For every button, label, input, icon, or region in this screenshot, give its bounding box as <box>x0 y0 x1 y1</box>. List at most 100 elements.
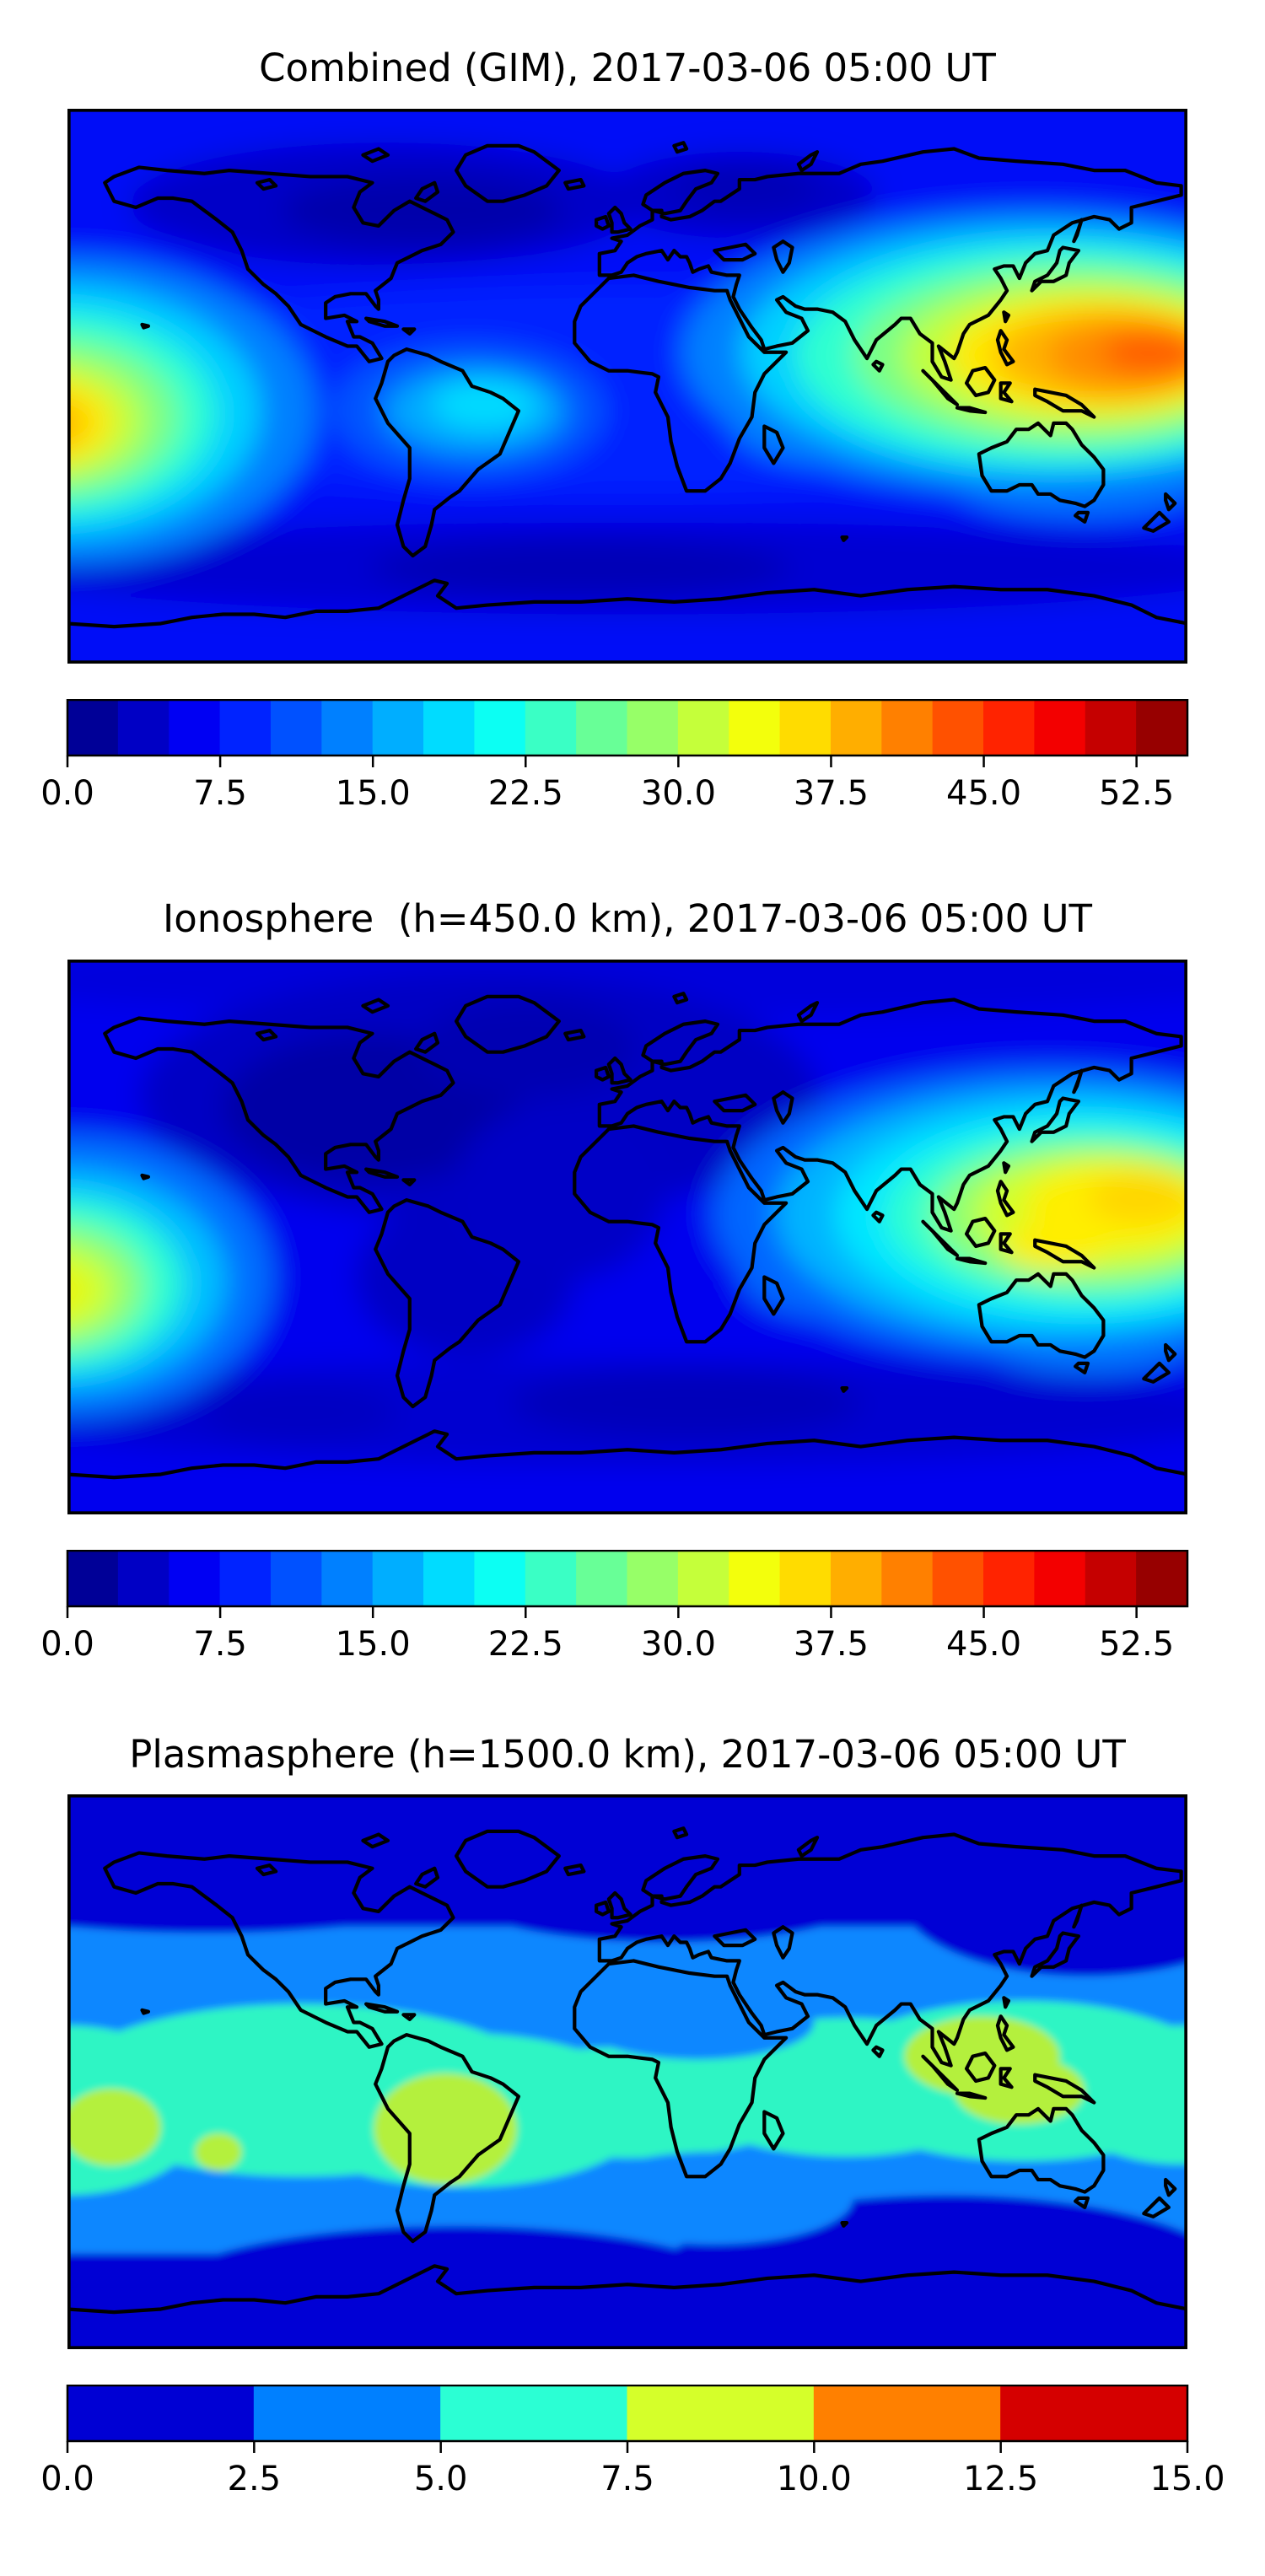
colorbar-segment <box>932 698 985 756</box>
colorbar-segment <box>440 2385 628 2442</box>
colorbar-segment <box>67 1549 119 1606</box>
tec-blob <box>195 2133 242 2171</box>
colorbar-segment <box>321 698 374 756</box>
tec-blob <box>204 1384 398 1440</box>
colorbar-segment <box>1000 2385 1188 2442</box>
colorbar-tick-label: 22.5 <box>488 1625 563 1664</box>
colorbar-segment <box>169 1549 221 1606</box>
colorbar-segment <box>779 1549 832 1606</box>
colorbar-segment <box>830 1549 883 1606</box>
colorbar-tick-label: 0.0 <box>40 1625 94 1664</box>
colorbar-segment <box>474 1549 526 1606</box>
colorbar-tick-label: 45.0 <box>946 774 1021 813</box>
tec-field <box>67 108 1187 664</box>
world-map-ionosphere <box>67 959 1187 1514</box>
tec-blob <box>674 165 818 212</box>
tec-blob <box>145 2226 767 2350</box>
tec-blob <box>1101 330 1187 374</box>
tec-blob <box>573 2152 853 2245</box>
tec-blob <box>67 1810 519 1933</box>
panel-combined-gim: Combined (GIM), 2017-03-06 05:00 UT 0.0 7… <box>0 46 1265 813</box>
tec-blob <box>1055 2025 1187 2165</box>
panel-ionosphere: Ionosphere (h=450.0 km), 2017-03-06 05:0… <box>0 895 1265 1664</box>
colorbar-plasmasphere: 0.0 2.5 5.0 7.5 10.0 12.5 15.0 <box>40 2385 1225 2498</box>
colorbar-segment <box>830 698 883 756</box>
tec-blob <box>512 1369 861 1438</box>
tec-blob <box>67 399 87 447</box>
tec-blob <box>282 176 563 245</box>
colorbar-tick-label: 45.0 <box>946 1625 1021 1664</box>
colorbar-segment <box>881 1549 934 1606</box>
colorbar-segment <box>219 698 272 756</box>
colorbar-tick-label: 30.0 <box>641 774 716 813</box>
map-frame <box>67 959 1187 1514</box>
colorbar-segment <box>270 698 323 756</box>
colorbar-tick-label: 15.0 <box>336 774 411 813</box>
colorbar-segment <box>677 698 730 756</box>
colorbar-segment <box>270 1549 323 1606</box>
map-frame <box>67 1794 1187 2350</box>
tec-blob <box>954 2056 1085 2125</box>
colorbar-segment <box>983 698 1036 756</box>
tec-blob <box>418 999 638 1098</box>
panel-title: Combined (GIM), 2017-03-06 05:00 UT <box>259 46 996 90</box>
colorbar-tick-label: 52.5 <box>1099 1625 1174 1664</box>
tec-blob <box>1087 1173 1187 1223</box>
colorbar-tick-label: 7.5 <box>600 2460 654 2498</box>
colorbar-tick-label: 52.5 <box>1099 774 1174 813</box>
tec-blob <box>67 1247 115 1331</box>
colorbar-frame <box>66 698 1189 756</box>
tec-blob <box>580 1985 815 2060</box>
colorbar-segment <box>169 698 221 756</box>
panel-title: Ionosphere (h=450.0 km), 2017-03-06 05:0… <box>162 895 1093 941</box>
panel-plasmasphere: Plasmasphere (h=1500.0 km), 2017-03-06 0… <box>0 1732 1265 2498</box>
tec-field <box>67 959 1187 1514</box>
colorbar-tick-label: 37.5 <box>794 1625 869 1664</box>
colorbar-segment <box>1136 698 1188 756</box>
colorbar-tick-label: 0.0 <box>40 774 94 813</box>
colorbar-segment <box>881 698 934 756</box>
tec-blob <box>67 1268 87 1313</box>
colorbar-segment <box>1085 698 1138 756</box>
tec-blob <box>67 379 115 464</box>
colorbar-segment <box>117 1549 170 1606</box>
colorbar-segment <box>321 1549 374 1606</box>
colorbar-segment <box>576 1549 628 1606</box>
colorbar-segment <box>423 698 476 756</box>
colorbar-segment <box>67 2385 255 2442</box>
colorbar-tick-label: 7.5 <box>193 1625 247 1664</box>
colorbar-segment <box>576 698 628 756</box>
colorbar-segment <box>525 1549 578 1606</box>
colorbar-segment <box>117 698 170 756</box>
colorbar-segment <box>372 1549 425 1606</box>
tec-blob <box>370 540 791 596</box>
colorbar-segment <box>67 698 119 756</box>
colorbar-tick-label: 15.0 <box>336 1625 411 1664</box>
tec-blob <box>374 2073 518 2185</box>
colorbar-tick-label: 7.5 <box>193 774 247 813</box>
colorbar-segment <box>1034 1549 1086 1606</box>
world-map-combined-gim <box>67 108 1187 664</box>
colorbar-segment <box>1136 1549 1188 1606</box>
colorbar-segment <box>983 1549 1036 1606</box>
colorbar-segment <box>729 1549 781 1606</box>
colorbar-segment <box>1034 698 1086 756</box>
colorbar-segment <box>779 698 832 756</box>
colorbar-combined-gim: 0.0 7.5 15.0 22.5 30.0 37.5 45.0 52.5 <box>40 698 1189 813</box>
colorbar-segment <box>474 698 526 756</box>
map-frame <box>67 108 1187 664</box>
colorbar-segment <box>253 2385 442 2442</box>
colorbar-segment <box>627 1549 679 1606</box>
colorbar-segment <box>423 1549 476 1606</box>
colorbar-segment <box>627 698 679 756</box>
colorbar-segment <box>372 698 425 756</box>
world-map-plasmasphere <box>67 1794 1187 2350</box>
colorbar-segment <box>1085 1549 1138 1606</box>
tec-blob <box>453 1100 665 1280</box>
colorbar-segment <box>219 1549 272 1606</box>
colorbar-ionosphere: 0.0 7.5 15.0 22.5 30.0 37.5 45.0 52.5 <box>40 1549 1189 1664</box>
colorbar-frame <box>66 1549 1189 1607</box>
colorbar-segment <box>932 1549 985 1606</box>
colorbar-segment <box>813 2385 1002 2442</box>
colorbar-tick-label: 30.0 <box>641 1625 716 1664</box>
